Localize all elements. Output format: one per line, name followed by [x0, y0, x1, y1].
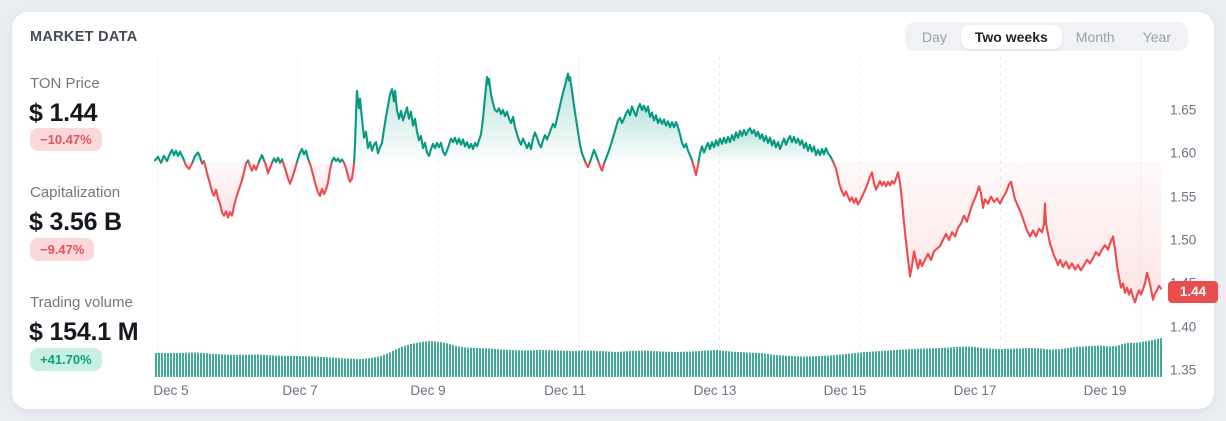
x-tick-label: Dec 7	[282, 383, 318, 398]
trading-volume-change-badge: +41.70%	[30, 348, 102, 371]
x-tick-label: Dec 5	[153, 383, 189, 398]
current-price-marker: 1.44	[1168, 281, 1218, 303]
ton-price-change-badge: −10.47%	[30, 128, 102, 151]
vertical-gridlines	[157, 57, 1142, 378]
y-tick-label: 1.60	[1170, 145, 1197, 161]
tab-year[interactable]: Year	[1142, 28, 1171, 45]
capitalization-change-badge: −9.47%	[30, 238, 95, 261]
y-tick-label: 1.55	[1170, 189, 1197, 205]
card-title: MARKET DATA	[30, 29, 138, 45]
trading-volume-label: Trading volume	[30, 294, 133, 311]
period-tabs: Day Two weeks Month Year	[904, 22, 1188, 51]
trading-volume-value: $ 154.1 M	[29, 318, 139, 346]
x-tick-label: Dec 11	[544, 383, 586, 398]
ton-price-label: TON Price	[30, 75, 100, 92]
market-data-card: MARKET DATA TON Price $ 1.44 −10.47% Cap…	[12, 12, 1218, 409]
x-tick-label: Dec 17	[953, 383, 997, 398]
price-area-fill	[155, 73, 1161, 303]
price-chart[interactable]	[12, 12, 1214, 409]
ton-price-value: $ 1.44	[29, 99, 98, 127]
x-tick-label: Dec 15	[823, 383, 867, 398]
y-tick-label: 1.35	[1170, 362, 1197, 378]
y-tick-label: 1.40	[1170, 319, 1197, 335]
x-tick-label: Dec 19	[1083, 383, 1127, 398]
x-tick-label: Dec 13	[693, 383, 737, 398]
volume-bars	[155, 338, 1162, 377]
capitalization-value: $ 3.56 B	[29, 208, 122, 236]
tab-two-weeks[interactable]: Two weeks	[960, 24, 1062, 49]
y-tick-label: 1.50	[1170, 232, 1197, 248]
capitalization-label: Capitalization	[30, 184, 121, 201]
tab-month[interactable]: Month	[1075, 28, 1115, 45]
x-tick-label: Dec 9	[410, 383, 446, 398]
y-tick-label: 1.65	[1170, 102, 1197, 118]
tab-day[interactable]: Day	[921, 28, 947, 45]
price-line	[153, 72, 1163, 304]
